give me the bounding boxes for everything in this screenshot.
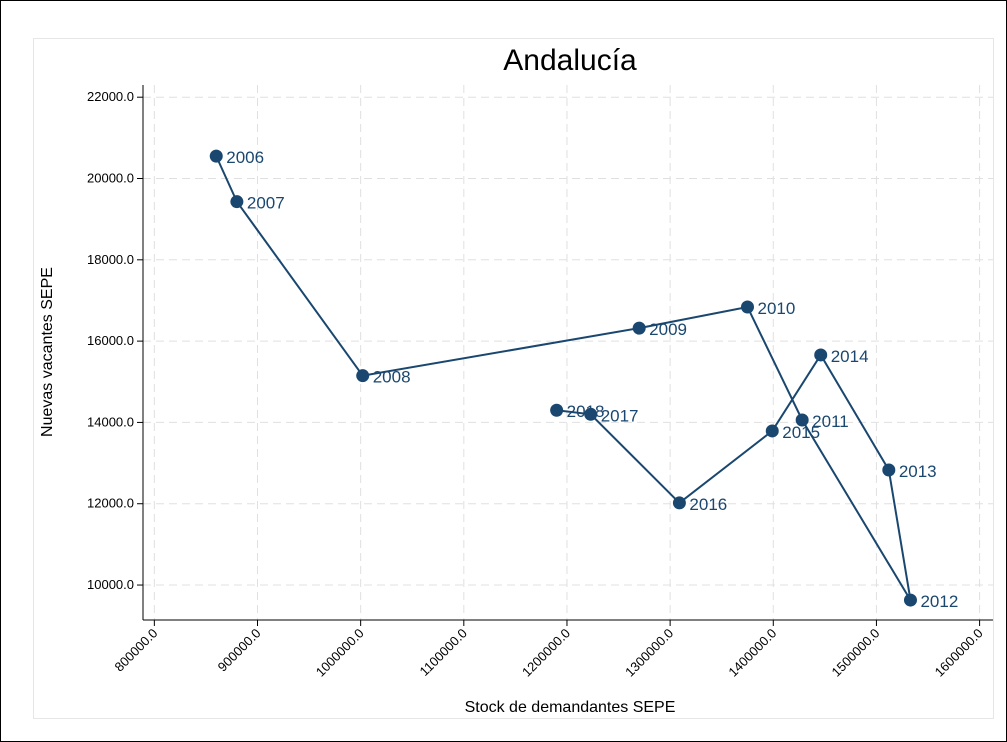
point-label: 2014 — [831, 347, 869, 366]
point — [209, 149, 223, 163]
y-axis-label: Nuevas vacantes SEPE — [39, 267, 56, 437]
point-label: 2013 — [899, 462, 937, 481]
y-tick-label: 10000.0 — [87, 577, 134, 592]
point — [765, 424, 779, 438]
point-label: 2012 — [920, 592, 958, 611]
point-label: 2018 — [567, 402, 605, 421]
point-label: 2017 — [601, 406, 639, 425]
point-label: 2006 — [226, 148, 264, 167]
point — [230, 195, 244, 209]
y-tick-label: 14000.0 — [87, 414, 134, 429]
point — [740, 300, 754, 314]
y-tick-label: 18000.0 — [87, 252, 134, 267]
plot-region — [33, 38, 994, 719]
point — [795, 413, 809, 427]
y-tick-label: 22000.0 — [87, 89, 134, 104]
chart-title: Andalucía — [503, 44, 637, 77]
point — [550, 403, 564, 417]
point-label: 2008 — [373, 368, 411, 387]
point — [814, 348, 828, 362]
point — [632, 321, 646, 335]
x-axis-label: Stock de demandantes SEPE — [465, 699, 676, 716]
point — [882, 463, 896, 477]
y-tick-label: 16000.0 — [87, 333, 134, 348]
point — [584, 407, 598, 421]
point-label: 2007 — [247, 194, 285, 213]
point — [672, 496, 686, 510]
point — [903, 593, 917, 607]
point — [356, 369, 370, 383]
point-label: 2011 — [812, 412, 849, 431]
point-label: 2015 — [782, 423, 820, 442]
y-tick-label: 12000.0 — [87, 496, 134, 511]
point-label: 2009 — [649, 320, 687, 339]
point-label: 2016 — [689, 495, 727, 514]
point-label: 2010 — [757, 299, 795, 318]
y-tick-label: 20000.0 — [87, 171, 134, 186]
